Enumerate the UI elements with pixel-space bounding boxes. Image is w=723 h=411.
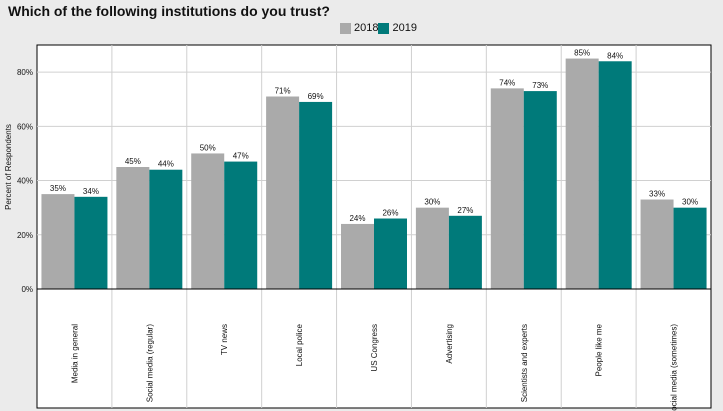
y-tick-label: 40% (17, 177, 33, 186)
x-tick-label: Social media (regular) (145, 324, 154, 403)
bar-2019 (224, 161, 258, 289)
bar-2019 (299, 101, 333, 289)
legend-label-2018: 2018 (354, 22, 379, 34)
data-label-2019: 73% (532, 81, 548, 90)
x-tick-label: Social media (sometimes) (670, 324, 679, 411)
legend-label-2019: 2019 (392, 22, 417, 34)
bar-2019 (149, 169, 183, 289)
data-label-2019: 26% (382, 209, 398, 218)
x-tick-label: Media in general (70, 324, 79, 383)
y-tick-label: 0% (21, 285, 33, 294)
bar-2018 (266, 96, 300, 289)
data-label-2019: 44% (158, 160, 174, 169)
data-label-2018: 45% (125, 157, 141, 166)
bar-2019 (598, 61, 632, 290)
data-label-2018: 24% (349, 214, 365, 223)
bar-2019 (523, 91, 557, 289)
legend-swatch-2019 (378, 22, 390, 34)
data-label-2018: 50% (200, 143, 216, 152)
y-tick-label: 80% (17, 68, 33, 77)
legend-item-2018: 2018 (340, 22, 378, 34)
bar-2018 (341, 223, 374, 289)
data-label-2019: 27% (457, 206, 473, 215)
y-tick-label: 20% (17, 231, 33, 240)
data-label-2018: 30% (424, 198, 440, 207)
bar-2018 (415, 207, 449, 289)
bar-2018 (565, 58, 599, 289)
bar-2019 (448, 215, 482, 289)
bar-2018 (191, 153, 225, 289)
data-label-2019: 30% (682, 198, 698, 207)
x-tick-label: US Congress (370, 324, 379, 372)
bar-2018 (116, 167, 150, 289)
bar-2018 (640, 199, 674, 289)
legend-item-2019: 2019 (378, 22, 417, 34)
bar-2019 (673, 207, 707, 289)
data-label-2018: 71% (275, 87, 291, 96)
x-tick-label: Scientists and experts (520, 324, 529, 402)
chart-title: Which of the following institutions do y… (8, 3, 330, 19)
legend: 2018 2019 (340, 22, 417, 34)
y-axis-label: Percent of Respondents (4, 124, 13, 210)
data-label-2018: 85% (574, 49, 590, 58)
bar-2019 (74, 196, 108, 289)
y-tick-label: 60% (17, 122, 33, 131)
data-label-2019: 47% (233, 152, 249, 161)
x-tick-label: Local police (295, 323, 304, 366)
data-label-2019: 69% (308, 92, 324, 101)
bar-2018 (490, 88, 524, 289)
bar-2018 (41, 194, 75, 289)
legend-swatch-2018 (340, 22, 351, 34)
data-label-2018: 74% (499, 78, 515, 87)
x-tick-label: People like me (595, 323, 604, 376)
bar-2019 (374, 218, 407, 289)
data-label-2019: 34% (83, 187, 99, 196)
x-tick-label: Advertising (445, 324, 454, 364)
data-label-2018: 33% (649, 190, 665, 199)
data-label-2018: 35% (50, 184, 66, 193)
x-tick-label: TV news (220, 324, 229, 355)
data-label-2019: 84% (607, 51, 623, 60)
